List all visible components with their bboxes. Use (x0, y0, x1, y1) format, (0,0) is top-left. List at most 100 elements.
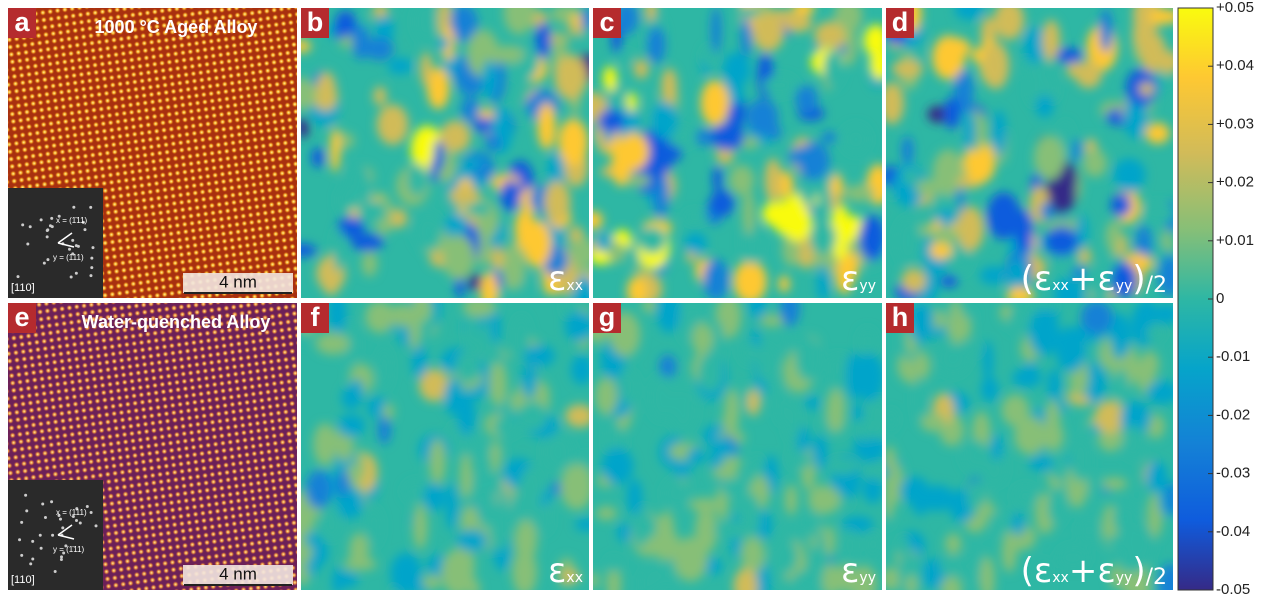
tick-label: -0.02 (1216, 406, 1250, 423)
strain-blob (330, 127, 340, 172)
strain-blob (1042, 422, 1063, 451)
strain-blob (413, 504, 428, 549)
strain-blob (558, 118, 588, 165)
strain-blob (720, 483, 738, 496)
symbol: ε (1034, 259, 1052, 299)
fft-spot (90, 257, 93, 260)
fft-spot (75, 272, 78, 275)
strain-blob (414, 213, 442, 250)
fft-spot (40, 218, 43, 221)
strain-blob (901, 269, 926, 293)
strain-blob (473, 117, 494, 133)
strain-blob (608, 241, 625, 263)
strain-blob (854, 353, 884, 401)
strain-blob (808, 486, 841, 515)
fft-spot (41, 502, 44, 505)
panel-label: f (311, 302, 321, 332)
strain-blob (698, 354, 722, 393)
strain-blob (722, 413, 738, 430)
strain-blob (805, 396, 820, 410)
fft-spot (46, 235, 49, 238)
symbol: ε (548, 551, 566, 591)
fft-spot (20, 554, 23, 557)
strain-blob (1045, 227, 1078, 256)
strain-blob (1166, 483, 1180, 516)
fft-spot (31, 558, 34, 561)
subscript: xx (566, 570, 583, 586)
divisor: /2 (1146, 565, 1167, 590)
strain-blob (938, 208, 956, 226)
strain-blob (729, 165, 754, 195)
strain-blob (709, 190, 734, 217)
subscript: yy (1116, 570, 1133, 586)
strain-blob (357, 201, 386, 224)
fft-spot (89, 274, 92, 277)
strain-blob (792, 454, 811, 468)
strain-blob (502, 395, 512, 434)
symbol: ε (841, 259, 859, 299)
strain-blob (544, 181, 570, 223)
strain-blob (482, 60, 498, 98)
fft-spot (90, 511, 93, 514)
strain-blob (316, 72, 336, 112)
strain-blob (634, 59, 649, 78)
strain-blob (618, 133, 649, 171)
panel: x = (1̄11)y = (111)[110]4 nm1000 °C Aged… (8, 7, 297, 298)
strain-blob (1113, 369, 1128, 404)
strain-blob (570, 237, 596, 269)
tick-label: +0.05 (1216, 0, 1254, 16)
strain-blob (844, 185, 874, 202)
fft-spot (39, 534, 42, 537)
strain-blob (589, 251, 611, 265)
strain-blob (338, 414, 365, 437)
subscript: xx (1052, 570, 1069, 586)
scale-bar-label: 4 nm (219, 564, 257, 583)
symbol: ε (1097, 259, 1115, 299)
strain-blob (916, 179, 941, 197)
tick-label: +0.04 (1216, 57, 1254, 74)
strain-blob (859, 328, 876, 354)
strain-blob (390, 553, 422, 594)
strain-blob (1056, 327, 1087, 373)
strain-blob (441, 549, 474, 594)
strain-blob (297, 118, 309, 138)
zone-axis: [110] (11, 282, 35, 294)
fft-spot (46, 258, 49, 261)
strain-blob (779, 276, 790, 293)
strain-blob (825, 525, 836, 555)
fft-spot (59, 518, 62, 521)
strain-blob (423, 483, 445, 511)
tick-label: 0 (1216, 290, 1224, 307)
strain-blob (798, 142, 830, 181)
strain-blob (867, 397, 888, 441)
strain-blob (711, 123, 744, 151)
strain-blob (414, 2, 438, 42)
strain-blob (626, 174, 651, 187)
fft-spot (83, 228, 86, 231)
strain-blob (813, 435, 828, 470)
subscript: xx (1052, 278, 1069, 294)
symbol: ε (841, 551, 859, 591)
strain-blob (1139, 83, 1154, 96)
zone-axis: [110] (11, 574, 35, 586)
strain-blob (1015, 210, 1034, 254)
strain-blob (598, 110, 625, 133)
strain-blob (429, 439, 446, 485)
panel: εxx f (286, 284, 598, 594)
strain-blob (1047, 368, 1061, 404)
strain-blob (939, 275, 958, 287)
strain-blob (939, 556, 967, 576)
fft-spot (25, 509, 28, 512)
symbol: ε (548, 259, 566, 299)
strain-blob (979, 266, 1008, 284)
fft-spot (79, 521, 82, 524)
strain-blob (627, 479, 642, 516)
fft-spot (43, 262, 46, 265)
strain-blob (859, 216, 886, 261)
panel-label: h (892, 302, 909, 332)
strain-blob (817, 264, 829, 302)
fft-spot (50, 500, 53, 503)
strain-blob (1048, 489, 1066, 525)
strain-blob (852, 403, 863, 421)
